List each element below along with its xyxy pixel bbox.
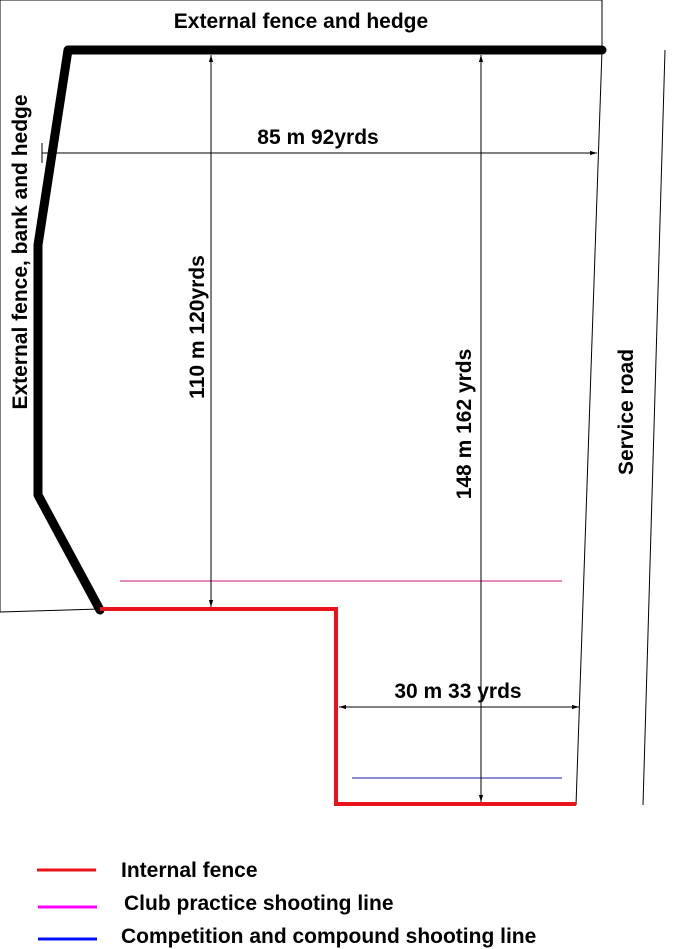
internal-fence [100, 607, 576, 806]
long-length-dimension-label: 148 m 162 yrds [453, 349, 476, 500]
top-fence-label: External fence and hedge [174, 10, 428, 33]
service-road-label: Service road [615, 349, 638, 475]
legend-label-internal-fence: Internal fence [121, 859, 258, 882]
step-width-dimension-label: 30 m 33 yrds [394, 680, 521, 703]
width-dimension-label: 85 m 92yrds [257, 126, 378, 149]
legend-label-club-practice: Club practice shooting line [124, 892, 394, 915]
short-length-dimension-label: 110 m 120yrds [186, 255, 209, 399]
right-boundary-line [575, 49, 603, 806]
property-outline [0, 0, 603, 613]
legend: Internal fence Club practice shooting li… [37, 859, 536, 948]
external-fence [33, 45, 607, 615]
service-road-line [642, 49, 666, 806]
left-fence-label: External fence, bank and hedge [9, 94, 32, 409]
legend-label-competition: Competition and compound shooting line [121, 925, 536, 948]
